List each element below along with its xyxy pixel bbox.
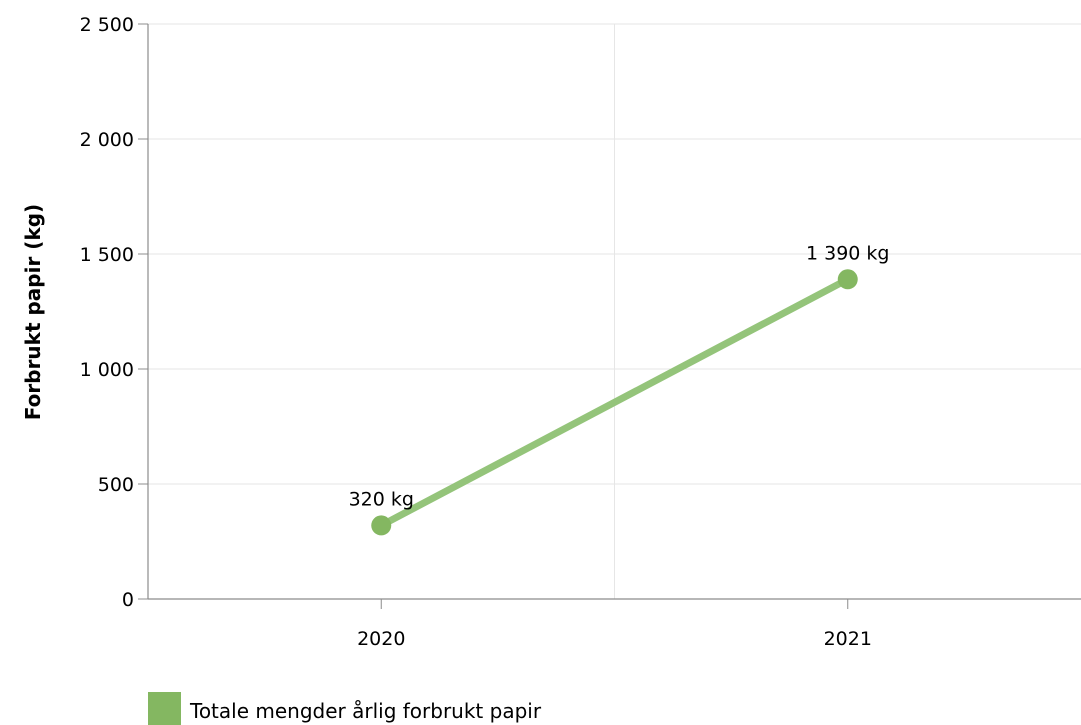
series-line <box>377 275 852 529</box>
y-tick-label: 0 <box>122 589 134 611</box>
data-point[interactable] <box>837 269 858 290</box>
x-tick-label: 2021 <box>824 628 872 650</box>
series: 320 kg 1 390 kg <box>349 242 890 536</box>
x-tick-labels: 2020 2021 <box>357 628 872 650</box>
y-tick-label: 1 000 <box>80 359 134 381</box>
data-label: 320 kg <box>349 488 414 510</box>
y-tick-label: 2 000 <box>80 129 134 151</box>
y-tick-label: 1 500 <box>80 244 134 266</box>
x-tick-label: 2020 <box>357 628 405 650</box>
y-tick-label: 2 500 <box>80 14 134 36</box>
y-axis-title: Forbrukt papir (kg) <box>21 204 45 420</box>
y-tick-label: 500 <box>98 474 134 496</box>
legend[interactable]: Totale mengder årlig forbrukt papir <box>148 692 542 725</box>
y-tick-labels: 0 500 1 000 1 500 2 000 2 500 <box>80 14 134 611</box>
axes <box>138 23 1081 609</box>
data-label: 1 390 kg <box>806 242 890 264</box>
data-point[interactable] <box>371 515 392 536</box>
legend-label: Totale mengder årlig forbrukt papir <box>189 699 542 723</box>
grid-lines <box>148 23 1081 599</box>
legend-swatch <box>148 692 181 725</box>
